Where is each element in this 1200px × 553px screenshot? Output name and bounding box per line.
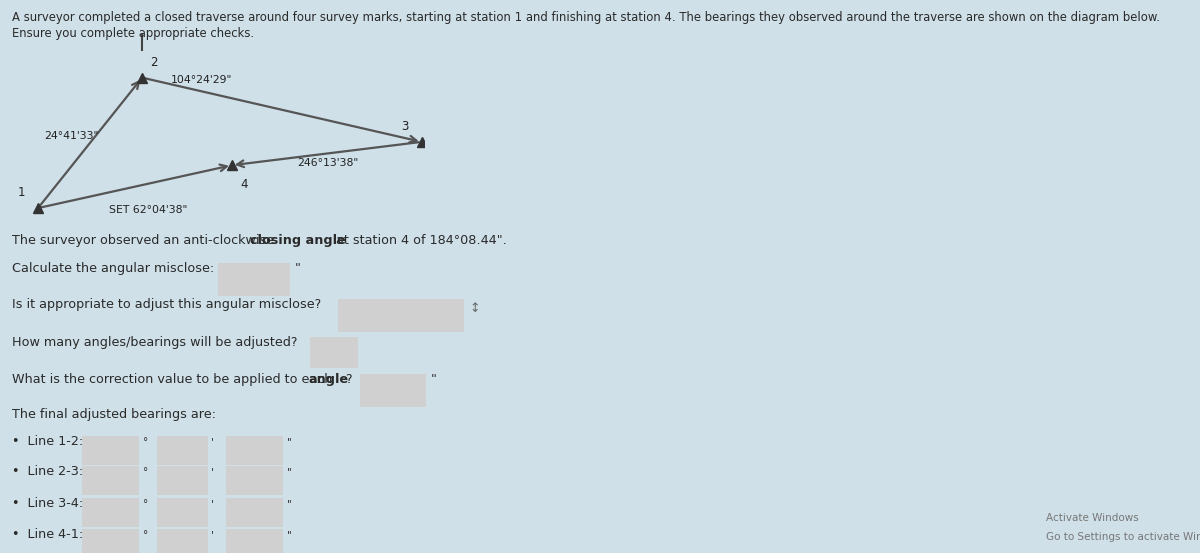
Text: angle: angle <box>308 373 348 386</box>
Text: 1: 1 <box>18 186 25 199</box>
Text: 104°24'29": 104°24'29" <box>170 75 232 85</box>
Text: at station 4 of 184°08․44".: at station 4 of 184°08․44". <box>331 234 506 247</box>
Text: Activate Windows: Activate Windows <box>1046 513 1139 523</box>
Text: 246°13'38": 246°13'38" <box>298 158 359 168</box>
Text: What is the correction value to be applied to each: What is the correction value to be appli… <box>12 373 336 386</box>
Text: ': ' <box>211 437 214 447</box>
Text: ↕: ↕ <box>469 302 480 315</box>
Text: •  Line 4-1:: • Line 4-1: <box>12 528 83 541</box>
Text: ": " <box>431 373 437 386</box>
Text: ": " <box>287 499 292 509</box>
Text: The surveyor observed an anti-clockwise: The surveyor observed an anti-clockwise <box>12 234 278 247</box>
Text: ?: ? <box>346 373 353 386</box>
Text: •  Line 2-3:: • Line 2-3: <box>12 465 83 478</box>
Text: The final adjusted bearings are:: The final adjusted bearings are: <box>12 408 216 421</box>
Text: ': ' <box>211 499 214 509</box>
Text: °: ° <box>143 530 148 540</box>
Text: 2: 2 <box>150 55 158 69</box>
Text: ': ' <box>211 530 214 540</box>
Text: ": " <box>287 530 292 540</box>
Text: ": " <box>287 437 292 447</box>
Text: 3: 3 <box>402 120 409 133</box>
Text: Ensure you complete appropriate checks.: Ensure you complete appropriate checks. <box>12 27 254 40</box>
Text: •  Line 1-2:: • Line 1-2: <box>12 435 83 448</box>
Text: How many angles/bearings will be adjusted?: How many angles/bearings will be adjuste… <box>12 336 298 349</box>
Text: Calculate the angular misclose:: Calculate the angular misclose: <box>12 262 215 275</box>
Text: ": " <box>287 467 292 477</box>
Text: ': ' <box>211 467 214 477</box>
Text: SET 62°04'38": SET 62°04'38" <box>109 205 188 215</box>
Text: closing angle: closing angle <box>251 234 346 247</box>
Text: ": " <box>295 262 301 275</box>
Text: °: ° <box>143 499 148 509</box>
Text: 24°41'33": 24°41'33" <box>44 131 98 141</box>
Text: 4: 4 <box>240 178 248 191</box>
Text: A surveyor completed a closed traverse around four survey marks, starting at sta: A surveyor completed a closed traverse a… <box>12 11 1160 24</box>
Text: °: ° <box>143 467 148 477</box>
Text: Is it appropriate to adjust this angular misclose?: Is it appropriate to adjust this angular… <box>12 298 322 311</box>
Text: Go to Settings to activate Windo: Go to Settings to activate Windo <box>1046 532 1200 542</box>
Text: °: ° <box>143 437 148 447</box>
Text: •  Line 3-4:: • Line 3-4: <box>12 497 83 510</box>
